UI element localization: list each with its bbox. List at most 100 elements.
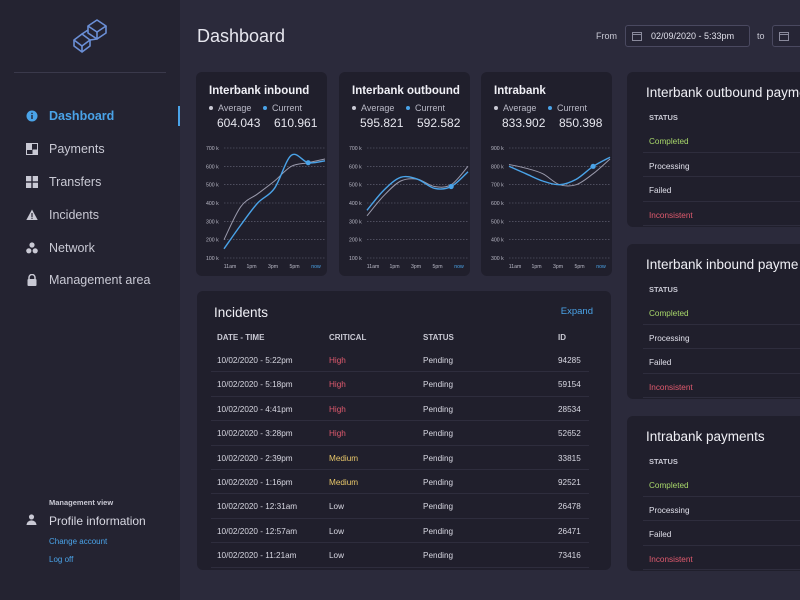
status-label: Completed (649, 309, 689, 318)
from-date-value: 02/09/2020 - 5:33pm (651, 31, 735, 41)
sidebar-item-network[interactable]: Network (0, 231, 180, 264)
row-id: 92521 (558, 478, 581, 487)
sidebar-item-management-area[interactable]: Management area (0, 264, 180, 297)
y-tick-label: 400 k (206, 201, 219, 207)
from-date-field[interactable]: 02/09/2020 - 5:33pm (625, 25, 750, 47)
expand-link[interactable]: Expand (560, 306, 593, 317)
grid-icon (26, 143, 38, 156)
current-series-line (366, 171, 469, 211)
sidebar: Dashboard Payments Transfers Incidents N… (0, 0, 180, 600)
row-status: Pending (423, 526, 454, 536)
status-row[interactable]: Completed (643, 128, 800, 153)
row-status: Pending (423, 356, 454, 365)
status-row[interactable]: Processing (643, 325, 800, 349)
intrabank-line-chart: 900 k 800 k 700 k 600 k 500 k 400 k 300 k 11am 1… (491, 146, 611, 270)
status-row[interactable]: Processing (643, 497, 800, 521)
row-id: 28534 (558, 404, 581, 414)
status-row[interactable]: Completed (643, 300, 800, 325)
log-off-link[interactable]: Log off (49, 555, 74, 564)
incidents-title: Incidents (214, 305, 269, 320)
status-row[interactable]: Failed (643, 521, 800, 546)
row-date: 10/02/2020 - 3:28pm (217, 429, 293, 439)
status-label: Inconsistent (649, 554, 693, 564)
table-row[interactable]: 10/02/2020 - 1:16pm Medium Pending 92521 (211, 470, 589, 495)
legend-label: Current (272, 103, 303, 113)
row-status: Pending (423, 404, 454, 414)
interbank-inbound-card: Interbank inbound Average Current 604.04… (196, 72, 327, 276)
status-row[interactable]: Completed (643, 472, 800, 497)
table-row[interactable]: 10/02/2020 - 3:28pm High Pending 52652 (211, 421, 589, 446)
row-date: 10/02/2020 - 5:18pm (217, 380, 293, 390)
sidebar-item-transfers[interactable]: Transfers (0, 166, 180, 199)
row-date: 10/02/2020 - 12:31am (217, 502, 298, 512)
intrabank-payments-card: Intrabank payments STATUS Completed Proce… (627, 416, 800, 571)
legend-label: Average (361, 103, 395, 113)
average-dot (352, 106, 356, 110)
incidents-card: Incidents Expand DATE - TIME CRITICAL ST… (197, 291, 611, 570)
info-icon (26, 110, 38, 122)
to-label: to (757, 31, 765, 41)
y-tick-label: 600 k (491, 201, 504, 207)
x-tick-label: 11am (224, 264, 237, 270)
y-tick-label: 500 k (491, 219, 504, 225)
row-status: Pending (423, 429, 454, 439)
current-dot (548, 106, 552, 110)
table-row[interactable]: 10/02/2020 - 4:41pm High Pending 28534 (211, 397, 589, 422)
status-label: Inconsistent (649, 382, 693, 392)
x-tick-label: now (311, 264, 321, 270)
x-tick-label: 11am (367, 264, 380, 270)
legend-label: Current (415, 103, 446, 113)
sidebar-item-label: Management area (49, 273, 151, 288)
y-tick-label: 100 k (349, 256, 362, 262)
status-row[interactable]: Failed (643, 177, 800, 202)
table-row[interactable]: 10/02/2020 - 12:31am Low Pending 26478 (211, 494, 589, 519)
network-icon (26, 241, 38, 254)
sidebar-item-incidents[interactable]: Incidents (0, 198, 180, 231)
status-row[interactable]: Inconsistent (643, 202, 800, 226)
current-series-line (223, 153, 326, 250)
y-tick-label: 500 k (349, 183, 362, 189)
table-row[interactable]: 10/02/2020 - 11:21am Low Pending 73416 (211, 543, 589, 568)
col-status: STATUS (649, 285, 678, 294)
warning-icon (26, 209, 38, 221)
current-point-marker[interactable] (305, 160, 311, 166)
x-tick-label: 3pm (268, 264, 278, 270)
row-status: Pending (423, 502, 454, 512)
interbank-outbound-card: Interbank outbound Average Current 595.8… (339, 72, 470, 276)
sidebar-item-payments[interactable]: Payments (0, 133, 180, 166)
col-critical: CRITICAL (329, 333, 367, 342)
status-row[interactable]: Processing (643, 153, 800, 177)
current-point-marker[interactable] (590, 163, 596, 169)
legend-average: Average (494, 103, 536, 113)
col-id: ID (558, 333, 566, 342)
table-row[interactable]: 10/02/2020 - 2:39pm Medium Pending 33815 (211, 446, 589, 470)
to-date-field[interactable] (772, 25, 800, 47)
current-point-marker[interactable] (448, 183, 454, 190)
status-row[interactable]: Inconsistent (643, 546, 800, 570)
row-id: 26471 (558, 526, 581, 536)
table-row[interactable]: 10/02/2020 - 5:22pm High Pending 94285 (211, 348, 589, 373)
card-title: Intrabank (494, 85, 546, 97)
profile-label: Profile information (49, 514, 146, 528)
sidebar-nav: Dashboard Payments Transfers Incidents N… (0, 100, 180, 297)
y-tick-label: 200 k (206, 238, 219, 244)
profile-information[interactable]: Profile information (26, 514, 146, 528)
page-title: Dashboard (197, 26, 286, 46)
row-critical: Low (329, 502, 345, 512)
row-critical: High (329, 404, 346, 414)
table-row[interactable]: 10/02/2020 - 5:18pm High Pending 59154 (211, 372, 589, 397)
card-title: Intrabank payments (646, 429, 765, 444)
row-critical: Low (329, 551, 345, 561)
current-value: 592.582 (417, 116, 461, 130)
row-critical: Low (329, 526, 345, 536)
change-account-link[interactable]: Change account (49, 537, 108, 546)
row-status: Pending (423, 478, 454, 487)
status-row[interactable]: Inconsistent (643, 374, 800, 398)
y-tick-label: 800 k (491, 164, 504, 170)
status-row[interactable]: Failed (643, 349, 800, 374)
card-title: Interbank outbound (352, 85, 460, 97)
sidebar-item-dashboard[interactable]: Dashboard (0, 100, 180, 133)
status-label: Inconsistent (649, 210, 693, 220)
y-tick-label: 200 k (349, 238, 362, 244)
table-row[interactable]: 10/02/2020 - 12:57am Low Pending 26471 (211, 519, 589, 544)
